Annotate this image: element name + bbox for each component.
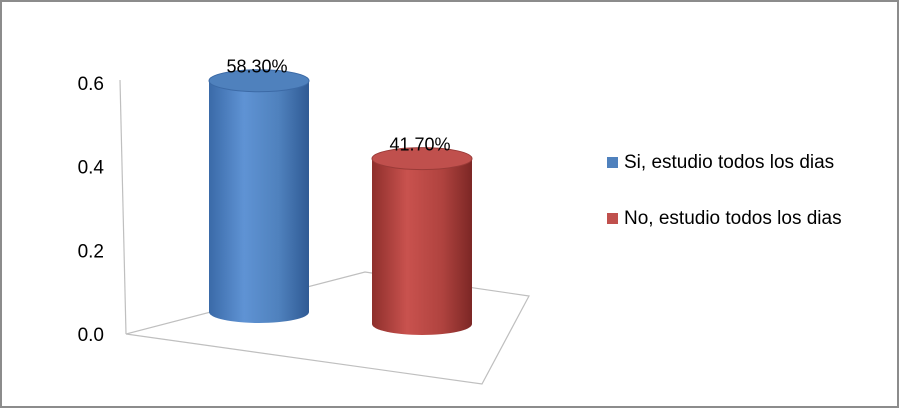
legend-swatch-red xyxy=(607,213,618,224)
legend-item-no: No, estudio todos los dias xyxy=(607,206,892,232)
data-label: 58.30% xyxy=(226,57,287,77)
legend-label: Si, estudio todos los dias xyxy=(624,152,835,173)
bar xyxy=(208,69,310,323)
y-tick-label: 0.4 xyxy=(78,158,105,179)
data-label: 41.70% xyxy=(389,135,450,155)
bar xyxy=(371,147,473,335)
y-tick-label: 0.2 xyxy=(78,241,104,262)
legend-item-si: Si, estudio todos los dias xyxy=(607,150,892,176)
legend: Si, estudio todos los dias No, estudio t… xyxy=(607,150,892,262)
y-tick-label: 0.0 xyxy=(78,325,104,346)
legend-label: No, estudio todos los dias xyxy=(624,208,842,229)
legend-swatch-blue xyxy=(607,157,618,168)
y-tick-label: 0.6 xyxy=(78,74,104,95)
back-wall-line xyxy=(119,79,127,335)
